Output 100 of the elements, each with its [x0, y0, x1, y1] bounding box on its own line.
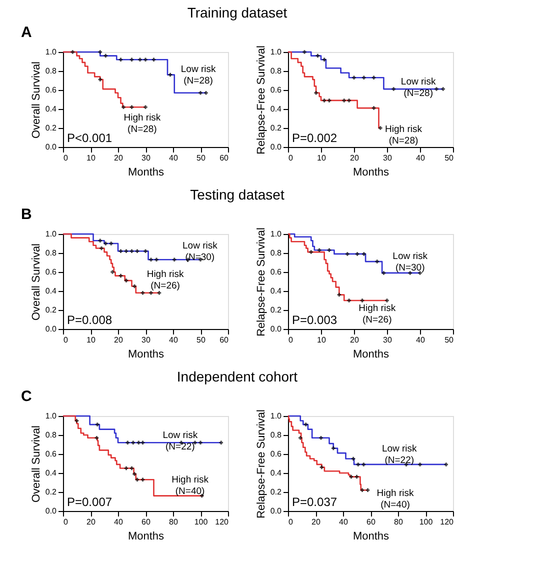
y-tick-label: 0.0	[270, 324, 282, 334]
point	[354, 474, 359, 479]
x-tick-label: 60	[366, 518, 376, 526]
x-tick-label: 0	[64, 154, 68, 162]
point	[360, 488, 364, 492]
annotation: High risk (N=40)	[376, 488, 414, 510]
x-axis-title: Months	[128, 166, 165, 178]
x-tick-label: 0	[288, 154, 294, 162]
x-tick-label: 20	[114, 336, 124, 344]
y-tick-label: 0.4	[45, 104, 58, 114]
annotation: P=0.007	[67, 495, 112, 509]
x-tick-label: 50	[196, 336, 206, 344]
y-tick-label: 0.6	[45, 86, 58, 94]
x-tick-label: 10	[86, 154, 96, 162]
annotation: Low risk (N=28)	[180, 64, 216, 87]
x-tick-label: 20	[114, 154, 124, 162]
y-axis-title: Overall Survival	[30, 425, 42, 503]
text: A	[21, 24, 32, 41]
x-tick-label: 40	[339, 518, 348, 526]
chart-title: Training dataset	[187, 4, 288, 20]
y-tick-label: 0.4	[45, 468, 58, 478]
point	[124, 278, 128, 282]
point	[355, 252, 360, 256]
point	[130, 105, 134, 109]
x-tick-label: 30	[383, 336, 392, 344]
point	[298, 436, 302, 440]
point	[104, 54, 108, 58]
point	[118, 249, 123, 253]
y-tick-label: 0.8	[45, 430, 58, 440]
point	[132, 472, 136, 476]
point	[322, 58, 326, 62]
x-tick-label: 10	[86, 336, 96, 344]
x-tick-label: 30	[383, 154, 392, 162]
point	[392, 87, 396, 91]
point	[434, 87, 438, 91]
annotation: Low risk (N=22)	[382, 443, 418, 466]
x-axis-title: Months	[128, 530, 165, 542]
point	[98, 238, 102, 243]
annotation: High risk (N=26)	[146, 268, 184, 292]
point	[382, 271, 386, 275]
y-tick-label: 0.0	[270, 142, 282, 152]
point	[157, 291, 162, 295]
point	[378, 126, 382, 130]
annotation: High risk (N=40)	[172, 474, 209, 498]
annotation: High risk (N=26)	[358, 303, 396, 326]
point	[320, 465, 324, 470]
point	[309, 250, 313, 254]
x-tick-label: 40	[416, 154, 426, 162]
annotation: Low risk (N=30)	[182, 240, 218, 263]
annotation: Low risk (N=30)	[392, 250, 428, 274]
y-tick-label: 0.2	[45, 124, 58, 132]
point	[140, 440, 145, 444]
y-tick-label: 1.0	[45, 48, 58, 56]
y-tick-label: 0.2	[270, 306, 282, 314]
x-tick-label: 100	[194, 518, 208, 526]
y-tick-label: 0.6	[270, 450, 282, 458]
y-axis-title: Relapse-Free Survival	[255, 228, 268, 336]
point	[126, 440, 130, 444]
point	[144, 249, 148, 253]
x-tick-label: 0	[64, 336, 68, 344]
x-tick-label: 60	[142, 518, 151, 526]
x-axis-title: Months	[352, 348, 390, 360]
y-tick-label: 0.4	[270, 104, 282, 114]
point	[144, 105, 148, 109]
point	[118, 274, 123, 278]
point	[118, 58, 123, 62]
point	[351, 456, 356, 461]
y-tick-label: 0.6	[45, 268, 58, 276]
point	[144, 58, 148, 62]
x-tick-label: 40	[416, 336, 426, 344]
point	[130, 249, 134, 253]
annotation: P=0.003	[292, 313, 338, 327]
point	[362, 76, 366, 80]
point	[372, 76, 376, 80]
y-tick-label: 1.0	[45, 412, 58, 420]
point	[304, 422, 308, 426]
chart-title: Independent cohort	[176, 368, 298, 384]
point	[198, 440, 202, 444]
y-tick-label: 0.6	[45, 450, 58, 458]
point	[135, 478, 140, 482]
point	[346, 252, 350, 256]
point	[316, 54, 320, 58]
y-tick-label: 0.2	[45, 306, 58, 314]
x-tick-label: 50	[444, 336, 454, 344]
y-tick-label: 1.0	[270, 412, 282, 420]
x-tick-label: 30	[142, 154, 151, 162]
point	[332, 446, 336, 450]
y-tick-label: 0.8	[270, 66, 282, 76]
y-tick-label: 1.0	[270, 48, 282, 56]
point	[347, 98, 351, 102]
point	[441, 87, 445, 91]
annotation: High risk (N=28)	[385, 124, 422, 146]
point	[356, 462, 360, 466]
point	[124, 249, 128, 253]
x-axis-title: Months	[352, 530, 390, 542]
point	[362, 252, 366, 256]
point	[375, 260, 379, 264]
point	[347, 298, 351, 302]
point	[138, 58, 142, 62]
x-tick-label: 20	[86, 518, 96, 526]
